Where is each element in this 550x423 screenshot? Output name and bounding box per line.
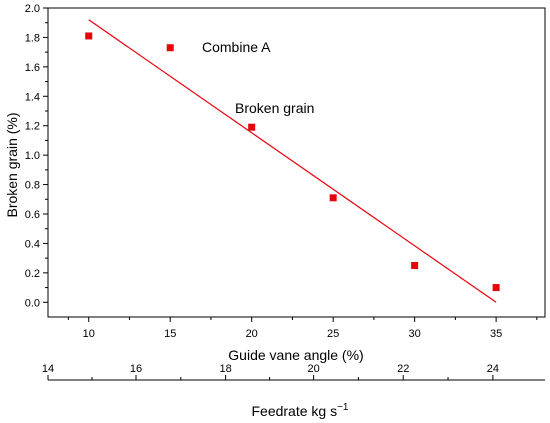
secondary-x-axis: 14 16 18 20 22 24 xyxy=(42,363,545,381)
x-tick-label: 10 xyxy=(83,328,95,340)
y-axis-title: Broken grain (%) xyxy=(4,112,20,217)
y-axis: 0.0 0.2 0.4 0.6 0.8 1.0 1.2 1.4 1.6 1.8 2.0 xyxy=(25,3,48,309)
data-point xyxy=(248,123,256,131)
x-tick-label: 30 xyxy=(409,328,421,340)
y-tick-label: 1.4 xyxy=(25,91,40,103)
secondary-tick-label: 16 xyxy=(130,363,142,375)
x-tick-label: 25 xyxy=(327,328,339,340)
y-tick-label: 2.0 xyxy=(25,3,40,15)
x-axis-title: Guide vane angle (%) xyxy=(228,347,363,363)
y-tick-label: 0.4 xyxy=(25,238,40,250)
secondary-axis-title-sup: −1 xyxy=(337,402,349,413)
x-tick-label: 15 xyxy=(164,328,176,340)
secondary-axis-title-main: Feedrate kg s xyxy=(251,403,337,419)
data-point xyxy=(166,44,174,52)
plot-border xyxy=(47,7,546,318)
secondary-tick-label: 24 xyxy=(487,363,499,375)
y-tick-label: 0.2 xyxy=(25,268,40,280)
plot-frame xyxy=(47,7,546,318)
y-tick-label: 0.8 xyxy=(25,180,40,192)
data-point xyxy=(329,194,337,202)
secondary-tick-label: 14 xyxy=(42,363,54,375)
y-tick-label: 0.6 xyxy=(25,209,40,221)
data-series xyxy=(85,19,500,303)
data-point xyxy=(492,284,500,292)
secondary-tick-label: 20 xyxy=(307,363,319,375)
annotation-combine: Combine A xyxy=(202,39,271,55)
data-point xyxy=(411,262,419,269)
y-tick-label: 1.2 xyxy=(25,121,40,133)
data-point xyxy=(85,32,93,40)
y-tick-label: 1.0 xyxy=(25,150,40,162)
y-tick-label: 1.6 xyxy=(25,62,40,74)
x-tick-label: 35 xyxy=(490,328,502,340)
annotation-broken-grain: Broken grain xyxy=(235,100,314,116)
secondary-axis-title: Feedrate kg s−1 xyxy=(251,402,348,419)
fit-line xyxy=(88,19,497,303)
secondary-tick-label: 18 xyxy=(219,363,231,375)
y-tick-label: 1.8 xyxy=(25,32,40,44)
secondary-tick-label: 22 xyxy=(397,363,409,375)
y-tick-label: 0.0 xyxy=(25,297,40,309)
x-axis: 10 15 20 25 30 35 xyxy=(67,317,538,340)
x-tick-label: 20 xyxy=(246,328,258,340)
